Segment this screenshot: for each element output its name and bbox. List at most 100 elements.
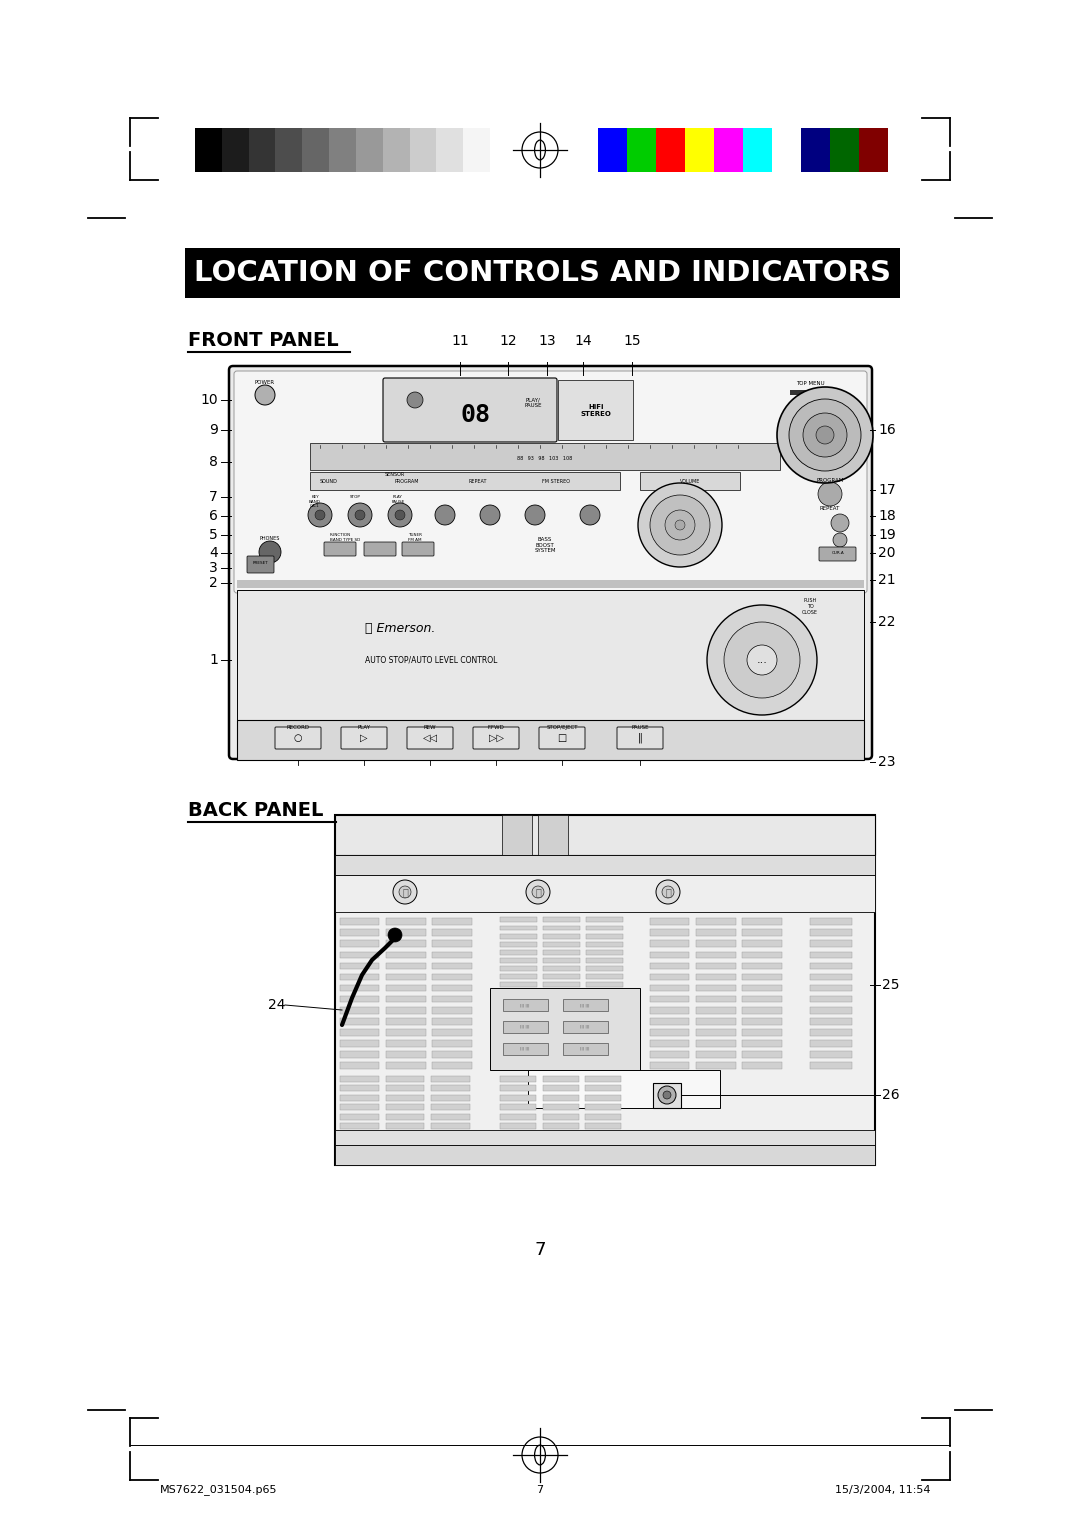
Bar [585,1096,621,1100]
Bar [831,128,859,173]
Bar [586,934,623,938]
Text: TUNER
FM AM: TUNER FM AM [408,533,422,541]
Bar [543,983,580,987]
Bar [387,940,426,947]
Circle shape [259,541,281,562]
Bar [743,128,772,173]
Bar [697,940,735,947]
Bar [387,996,426,1002]
Text: 3: 3 [210,561,218,575]
FancyBboxPatch shape [229,367,872,759]
Bar [650,996,689,1002]
Bar [335,814,875,1164]
Bar [697,963,735,969]
Text: ||| |||: ||| ||| [521,1025,530,1028]
Text: 12: 12 [499,335,517,348]
Bar [650,963,689,969]
Bar [627,128,656,173]
Bar [310,472,620,490]
Text: TOP MENU: TOP MENU [796,380,824,387]
Bar [195,128,221,173]
Bar [432,952,472,958]
Bar [356,128,382,173]
Bar [432,929,472,937]
Bar [340,918,379,924]
Bar [436,128,463,173]
Bar [585,1085,621,1091]
FancyBboxPatch shape [364,542,396,556]
Text: 23: 23 [878,755,895,769]
Bar [340,929,379,937]
Text: 17: 17 [878,483,895,497]
Text: 1: 1 [210,652,218,668]
Bar [650,973,689,981]
Circle shape [348,503,372,527]
Bar [432,1041,472,1047]
Bar [697,952,735,958]
Bar [387,1041,426,1047]
Text: PLAY/
PAUSE: PLAY/ PAUSE [524,397,542,408]
Bar [598,128,627,173]
Bar [543,975,580,979]
Circle shape [480,504,500,526]
FancyBboxPatch shape [617,727,663,749]
Bar [500,926,537,931]
Circle shape [395,510,405,520]
Text: 6: 6 [210,509,218,523]
Bar [503,1021,548,1033]
Bar [585,1105,621,1109]
Bar [742,929,782,937]
Bar [640,472,740,490]
Circle shape [833,533,847,547]
Bar [742,1051,782,1057]
FancyBboxPatch shape [473,727,519,749]
FancyBboxPatch shape [407,727,453,749]
Text: MS7622_031504.p65: MS7622_031504.p65 [160,1485,278,1496]
Text: PROGRAM: PROGRAM [394,478,419,483]
Bar [697,984,735,992]
Bar [432,1007,472,1013]
Text: 2: 2 [210,576,218,590]
Bar [432,984,472,992]
Bar [585,1114,621,1120]
Bar [528,1070,720,1108]
Bar [340,1114,379,1120]
Bar [340,1123,379,1129]
Bar [500,1123,536,1129]
Circle shape [724,622,800,698]
Text: ⓔ Emerson.: ⓔ Emerson. [365,622,435,634]
Text: PLAY: PLAY [357,724,370,730]
Bar [543,950,580,955]
Text: ||| |||: ||| ||| [580,1025,590,1028]
Bar [543,917,580,923]
Text: ◁◁: ◁◁ [422,733,437,743]
Text: ⓔ: ⓔ [535,886,541,897]
Text: □: □ [557,733,567,743]
Bar [502,814,532,856]
Text: 15: 15 [623,335,640,348]
Text: BACK PANEL: BACK PANEL [188,801,323,819]
Bar [431,1096,470,1100]
Text: 18: 18 [878,509,895,523]
Bar [810,1062,852,1070]
Bar [586,941,623,947]
Bar [650,984,689,992]
Bar [650,1028,689,1036]
Bar [432,973,472,981]
Text: CUR.A: CUR.A [832,552,845,555]
Bar [650,929,689,937]
Bar [382,128,409,173]
Bar [650,1007,689,1013]
Bar [586,950,623,955]
Bar [772,128,801,173]
Text: STOP: STOP [350,495,361,500]
Text: ‖: ‖ [637,733,643,743]
Text: 7: 7 [537,1485,543,1494]
Text: 21: 21 [878,573,895,587]
Text: 22: 22 [878,614,895,630]
Bar [810,1041,852,1047]
Text: ○: ○ [294,733,302,743]
Bar [697,1062,735,1070]
Bar [789,390,831,396]
Bar [463,128,490,173]
